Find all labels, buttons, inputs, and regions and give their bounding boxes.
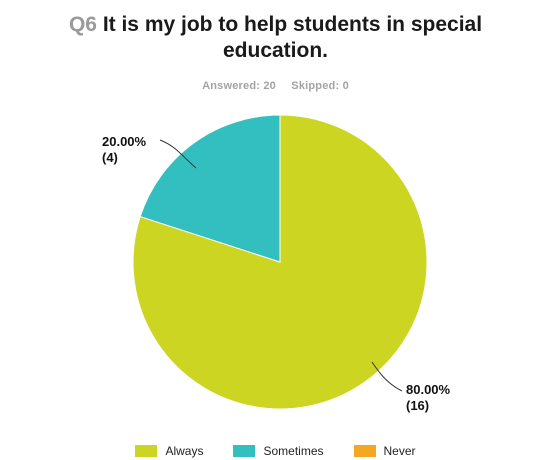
legend-item-sometimes: Sometimes — [233, 444, 324, 458]
question-title: Q6 It is my job to help students in spec… — [0, 12, 551, 64]
legend-label-never: Never — [383, 444, 416, 458]
legend-label-sometimes: Sometimes — [263, 444, 324, 458]
legend-swatch-sometimes — [233, 445, 256, 457]
question-text-line2: education. — [222, 39, 328, 62]
leader-line-always — [371, 361, 403, 392]
pie-chart: 20.00% (4) 80.00% (16) — [102, 114, 451, 413]
leader-line-sometimes — [159, 139, 197, 169]
data-label-sometimes-pct: 20.00% — [102, 134, 147, 149]
legend-swatch-always — [135, 445, 158, 457]
legend: Always Sometimes Never — [0, 444, 551, 458]
question-number: Q6 — [68, 13, 97, 36]
pie-slice-sometimes — [139, 114, 281, 263]
legend-label-always: Always — [165, 444, 204, 458]
data-label-always-pct: 80.00% — [406, 382, 451, 397]
answered-count: Answered: 20 — [202, 80, 277, 92]
skipped-count: Skipped: 0 — [291, 80, 349, 92]
legend-item-always: Always — [135, 444, 203, 458]
data-label-sometimes-count: (4) — [102, 150, 118, 165]
data-label-always-count: (16) — [406, 398, 429, 413]
response-stats: Answered: 20 Skipped: 0 — [0, 80, 551, 92]
legend-item-never: Never — [353, 444, 416, 458]
legend-swatch-never — [353, 445, 376, 457]
question-text: It is my job to help students in special — [102, 13, 483, 36]
